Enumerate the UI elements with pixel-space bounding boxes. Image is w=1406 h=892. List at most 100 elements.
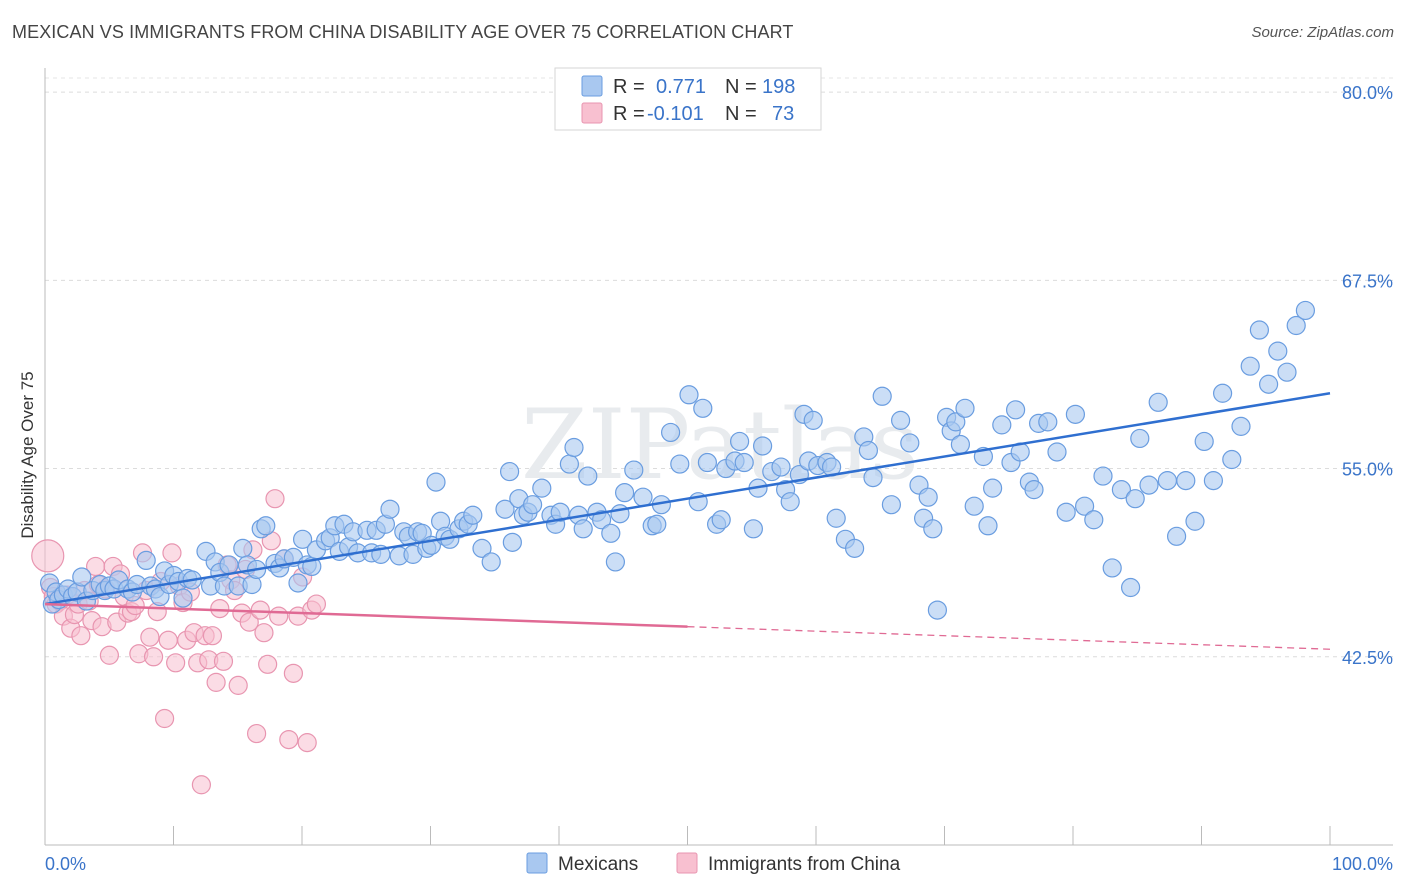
mexican-point [601,523,621,543]
mexican-point [380,499,400,519]
mexican-point [647,514,667,534]
china-point [158,630,178,650]
x-tick-label: 100.0% [1332,854,1393,874]
mexican-point [633,487,653,507]
china-point [166,653,186,673]
mexican-point [803,410,823,430]
bottom-legend-mexicans: Mexicans [558,854,638,875]
mexican-point [1120,577,1141,598]
mexican-point [982,478,1003,498]
mexican-point [890,410,911,430]
mexican-point [1194,431,1214,452]
china-point [206,672,226,692]
mexican-point [693,398,713,418]
mexican-point [1286,315,1306,336]
mexican-point [564,437,584,458]
mexican-point [1148,392,1168,412]
mexican-point [502,532,522,552]
bottom-legend-china: Immigrants from China [708,854,901,875]
mexican-point [844,538,865,558]
mexican-point [463,505,483,525]
mexican-point [1157,471,1178,491]
mexican-point [780,492,800,512]
mexican-point [1102,558,1122,578]
mexican-point [964,496,984,516]
mexican-point [1176,471,1196,491]
mexican-point [233,538,253,558]
mexican-point [532,478,552,498]
mexican-point [481,552,501,572]
mexican-point [992,415,1012,435]
mexican-point [1258,374,1279,394]
trend-lines [44,392,1331,650]
legend-n-label: N = [725,103,757,125]
legend-r-label: R = [613,76,645,98]
y-tick-label: 42.5% [1342,648,1393,668]
mexican-point [872,386,892,406]
mexican-point [559,454,580,474]
mexican-point [472,538,492,558]
mexican-point [918,487,938,507]
mexican-point [771,457,791,477]
mexican-point [1212,383,1233,403]
mexican-point [173,588,193,608]
mexican-point [614,483,635,503]
y-tick-labels: 42.5% 55.0% 67.5% 80.0% [1342,83,1393,668]
x-tick-label: 0.0% [45,854,86,874]
legend-r-label: R = [613,103,645,125]
mexican-point [1005,400,1026,420]
china-point [210,598,230,619]
mexican-point [1295,300,1316,321]
source-label: Source: ZipAtlas.com [1251,24,1394,41]
mexican-point [1056,502,1076,522]
y-tick-label: 80.0% [1342,83,1393,103]
mexican-point [578,466,598,486]
china-point [143,647,164,667]
mexican-point [900,433,920,453]
mexican-point [219,555,239,575]
mexican-point [256,516,276,536]
china-point [228,675,248,695]
y-axis-title: Disability Age Over 75 [18,371,37,538]
mexican-point [711,510,731,530]
mexican-point [426,472,446,492]
mexican-point [1111,480,1132,500]
mexican-point [1166,526,1187,546]
mexican-point [734,452,754,473]
mexican-points [39,300,1316,620]
mexican-point [136,550,156,571]
mexican-point [670,454,690,474]
mexican-point [288,573,308,593]
legend-r-china: -0.101 [647,103,704,125]
china-point [213,651,234,671]
mexican-point [522,495,543,515]
mexican-point [1125,489,1145,509]
mexican-point [1268,341,1288,361]
mexican-point [573,519,593,539]
china-trend-line [44,602,688,628]
series-legend: Mexicans Immigrants from China [526,852,901,875]
mexican-point [1084,510,1104,530]
mexican-point [1277,362,1297,382]
china-point [247,723,267,744]
mexican-point [72,567,92,587]
china-point [258,654,278,674]
mexican-point [624,460,644,480]
mexican-point [1139,475,1159,495]
mexican-point [697,452,718,473]
mexican-point [752,436,773,456]
mexican-point [881,495,902,515]
china-point [279,729,299,750]
china-point [99,645,120,665]
bottom-legend-swatch-china [676,852,698,874]
china-point [155,708,175,729]
mexican-point [495,499,515,519]
chart-title: MEXICAN VS IMMIGRANTS FROM CHINA DISABIL… [12,22,794,42]
mexican-point [946,412,966,432]
axes [44,68,1393,846]
china-points [31,489,326,795]
mexican-point [863,467,883,488]
mexican-point [729,431,750,452]
china-point [269,606,289,626]
